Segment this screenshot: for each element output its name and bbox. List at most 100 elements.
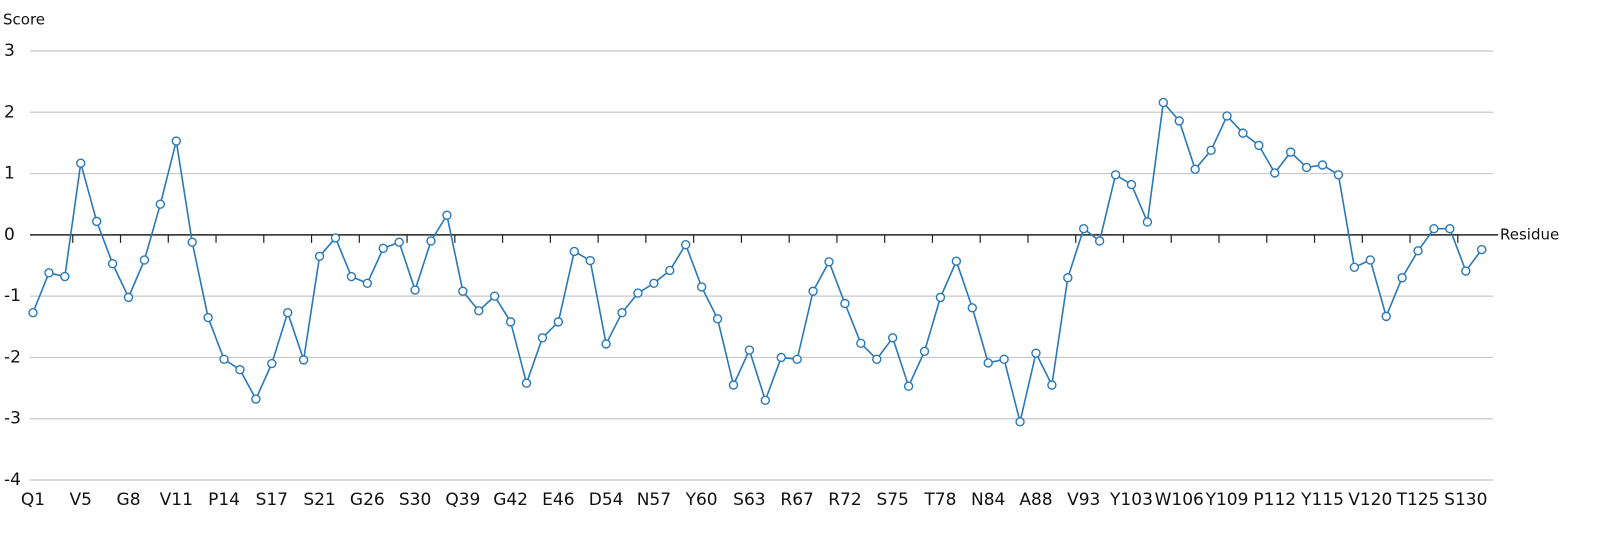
point [203, 312, 213, 323]
point [442, 210, 452, 220]
x-tick-label: D54 [589, 490, 624, 510]
point [1158, 97, 1169, 108]
point [569, 246, 579, 257]
point [155, 199, 166, 209]
x-tick-label: R67 [780, 490, 813, 510]
point [1063, 273, 1073, 283]
point [28, 307, 38, 318]
point [283, 307, 293, 318]
point [665, 265, 675, 276]
point [474, 306, 484, 316]
point [585, 255, 595, 266]
point [1174, 116, 1184, 126]
point [1285, 147, 1296, 157]
point [681, 239, 691, 250]
point [187, 237, 197, 247]
y-tick-label: 2 [4, 102, 15, 122]
x-tick-label: Y103 [1109, 490, 1153, 510]
point [824, 257, 834, 267]
point [458, 286, 468, 296]
point [840, 298, 850, 309]
x-tick-label: G26 [350, 490, 385, 510]
x-tick-label: S130 [1444, 490, 1487, 510]
point [346, 271, 357, 282]
point [1206, 145, 1216, 155]
point [792, 354, 802, 364]
x-tick-label: V11 [160, 490, 193, 510]
x-tick-label: V120 [1348, 490, 1392, 510]
x-tick-label: P112 [1253, 490, 1296, 510]
x-tick-label: S75 [876, 490, 908, 510]
point [935, 292, 946, 303]
point [1349, 262, 1360, 273]
point [633, 288, 643, 298]
point [553, 317, 564, 327]
x-tick-label: S30 [399, 490, 431, 510]
point [521, 378, 532, 388]
x-tick-label: Y109 [1205, 490, 1249, 510]
x-tick-label: G8 [117, 490, 141, 510]
point [1238, 128, 1248, 138]
point [171, 136, 181, 146]
point [1270, 168, 1280, 178]
x-tick-label: E46 [542, 490, 574, 510]
point [91, 216, 102, 227]
x-tick-label: Y115 [1300, 490, 1344, 510]
point [219, 354, 229, 364]
point [712, 314, 723, 324]
y-tick-label: 1 [4, 164, 15, 184]
x-tick-label: T78 [923, 490, 956, 510]
point [60, 271, 70, 282]
point [1110, 170, 1121, 180]
x-tick-label: Y60 [685, 490, 718, 510]
x-tick-label: N57 [637, 490, 671, 510]
point [1254, 140, 1264, 151]
point [330, 233, 341, 243]
point [1381, 311, 1391, 322]
point [235, 364, 245, 375]
point [1317, 160, 1328, 170]
point [983, 358, 993, 368]
point [1079, 224, 1089, 234]
y-tick-label: -3 [4, 409, 21, 429]
point [505, 317, 516, 327]
y-tick-label: 0 [4, 225, 15, 245]
point [267, 358, 277, 369]
point [1015, 417, 1025, 427]
point [1429, 224, 1439, 234]
point [76, 158, 86, 168]
point [251, 394, 261, 404]
series-line [32, 100, 1483, 422]
point [999, 354, 1009, 364]
y-tick-label: -2 [4, 347, 21, 367]
point [872, 354, 882, 364]
point [139, 255, 150, 265]
point [1126, 179, 1137, 190]
x-tick-label: P14 [208, 490, 240, 510]
point [44, 268, 54, 278]
y-tick-label: -1 [4, 286, 21, 306]
x-tick-label: V5 [70, 490, 92, 510]
y-tick-label: -4 [4, 470, 21, 490]
point [1031, 348, 1041, 358]
point [123, 292, 134, 303]
x-tick-label: Q39 [445, 490, 480, 510]
point [1142, 217, 1153, 227]
point [887, 333, 898, 343]
point [1190, 164, 1200, 174]
point [410, 285, 420, 295]
x-tick-label: A88 [1019, 490, 1052, 510]
point [314, 251, 325, 262]
x-tick-label: T125 [1396, 490, 1440, 510]
point [394, 237, 404, 247]
point [362, 278, 373, 288]
x-tick-label: N84 [971, 490, 1005, 510]
x-tick-label: G42 [493, 490, 528, 510]
x-tick-label: R72 [828, 490, 861, 510]
x-tick-label: S21 [303, 490, 335, 510]
point [808, 286, 818, 296]
point [426, 236, 436, 246]
x-tick-label: Q1 [21, 490, 45, 510]
point [919, 346, 930, 356]
